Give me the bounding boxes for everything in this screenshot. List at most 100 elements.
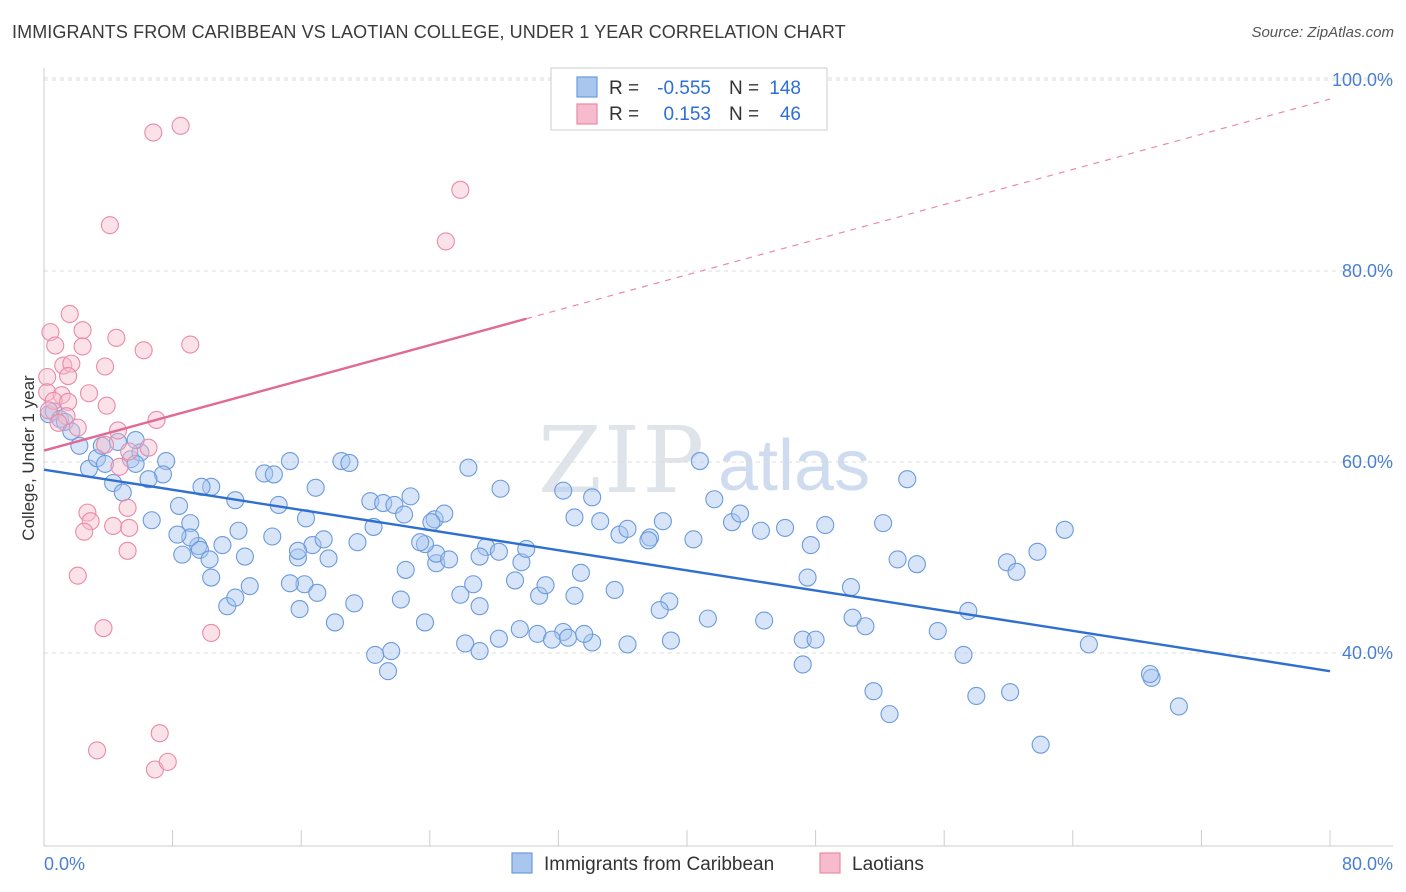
point-caribbean <box>793 630 812 649</box>
point-laotian <box>451 180 470 199</box>
y-tick-label-100: 100.0% <box>1332 70 1393 90</box>
point-laotian <box>107 328 126 347</box>
point-caribbean <box>661 631 680 650</box>
series-legend: Immigrants from Caribbean Laotians <box>511 852 924 875</box>
point-caribbean <box>517 539 536 558</box>
point-caribbean <box>856 617 875 636</box>
point-laotian <box>104 516 123 536</box>
point-laotian <box>158 752 177 771</box>
bottom-legend-label-caribbean: Immigrants from Caribbean <box>544 854 774 875</box>
point-caribbean <box>290 600 309 619</box>
point-laotian <box>139 438 158 457</box>
x-tick-label-max: 80.0% <box>1342 854 1393 874</box>
point-caribbean <box>554 481 573 500</box>
legend-r-label-1: R = <box>609 78 639 99</box>
point-caribbean <box>202 568 221 587</box>
point-caribbean <box>288 541 308 560</box>
legend-r-value-2: 0.153 <box>663 104 711 125</box>
point-laotian <box>171 116 190 135</box>
point-caribbean <box>319 549 338 568</box>
legend-n-label-1: N = <box>729 78 759 99</box>
point-laotian <box>73 321 92 340</box>
trend-line-laotian-extension <box>526 98 1331 320</box>
point-caribbean <box>181 514 200 533</box>
legend-n-value-2: 46 <box>780 104 801 125</box>
point-caribbean <box>235 547 254 566</box>
watermark-zip: ZIP <box>538 407 706 514</box>
point-caribbean <box>382 642 401 661</box>
point-laotian <box>144 123 163 142</box>
x-tick-label-min: 0.0% <box>44 854 85 874</box>
point-laotian <box>60 304 79 324</box>
point-caribbean <box>374 494 393 513</box>
point-caribbean <box>411 533 430 552</box>
point-caribbean <box>880 705 899 724</box>
point-laotian <box>75 522 94 541</box>
point-laotian <box>39 401 58 420</box>
point-caribbean <box>415 613 435 632</box>
y-tick-label-60: 60.0% <box>1342 452 1393 472</box>
point-laotian <box>68 566 87 585</box>
point-caribbean <box>168 525 187 544</box>
point-caribbean <box>396 560 415 579</box>
point-caribbean <box>751 521 770 540</box>
point-caribbean <box>755 611 774 630</box>
point-laotian <box>202 623 221 642</box>
point-caribbean <box>1079 635 1098 654</box>
point-caribbean <box>153 465 173 484</box>
trend-lines <box>43 98 1331 673</box>
point-caribbean <box>967 686 986 706</box>
point-caribbean <box>1028 542 1047 561</box>
point-caribbean <box>264 465 283 484</box>
point-caribbean <box>1031 735 1050 754</box>
point-caribbean <box>801 536 820 555</box>
point-caribbean <box>505 571 525 590</box>
gridlines <box>44 77 1393 654</box>
point-caribbean <box>489 629 508 648</box>
bottom-legend-swatch-laotian <box>819 852 841 874</box>
point-laotian <box>110 457 129 476</box>
point-caribbean <box>639 531 658 550</box>
point-caribbean <box>142 511 161 530</box>
point-caribbean <box>841 578 861 597</box>
point-caribbean <box>730 504 750 523</box>
point-caribbean <box>435 504 454 523</box>
point-laotian <box>97 396 116 415</box>
point-caribbean <box>705 490 724 509</box>
point-caribbean <box>240 577 259 596</box>
point-laotian <box>94 619 113 638</box>
point-caribbean <box>864 682 883 701</box>
point-caribbean <box>96 454 115 473</box>
y-tick-label-40: 40.0% <box>1342 643 1393 663</box>
point-caribbean <box>213 536 232 555</box>
point-laotian <box>118 541 137 560</box>
axes <box>43 68 1393 847</box>
bottom-legend-swatch-caribbean <box>511 852 533 874</box>
point-caribbean <box>536 576 555 595</box>
point-caribbean <box>470 547 489 566</box>
point-caribbean <box>650 600 669 620</box>
point-caribbean <box>366 645 385 664</box>
point-caribbean <box>425 510 444 529</box>
point-caribbean <box>1140 664 1160 684</box>
point-caribbean <box>489 542 508 561</box>
point-caribbean <box>1001 683 1020 702</box>
point-laotian <box>436 232 455 251</box>
point-laotian <box>120 442 139 461</box>
point-caribbean <box>456 634 475 653</box>
legend-swatch-laotian <box>576 103 598 125</box>
legend-swatch-caribbean <box>576 76 598 98</box>
point-caribbean <box>378 662 398 681</box>
point-caribbean <box>816 515 835 535</box>
trend-line-laotian <box>43 317 527 452</box>
legend-n-value-1: 148 <box>769 78 801 99</box>
point-laotian <box>100 216 119 235</box>
point-caribbean <box>565 586 584 605</box>
point-caribbean <box>157 451 176 471</box>
point-laotian <box>134 341 153 360</box>
point-caribbean <box>959 601 978 621</box>
point-caribbean <box>345 594 364 613</box>
series-laotian-points <box>38 116 470 779</box>
point-caribbean <box>308 583 327 602</box>
